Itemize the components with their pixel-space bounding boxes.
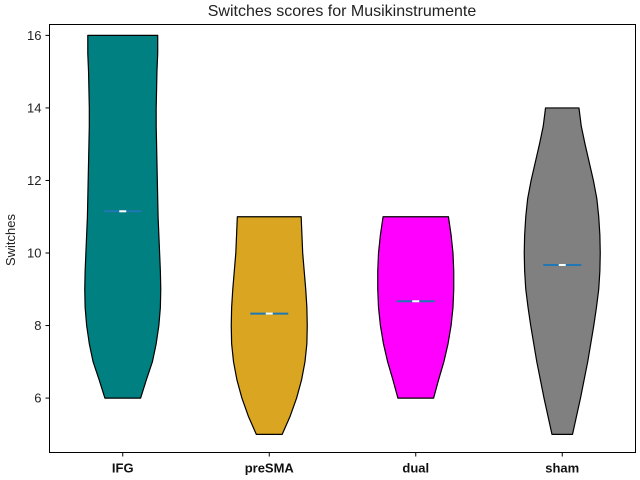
x-ticks: IFG preSMA dual sham — [112, 452, 579, 476]
x-tick-label-ifg: IFG — [112, 461, 134, 476]
violins-layer — [84, 34, 601, 435]
y-ticks: 6 8 10 12 14 16 — [27, 28, 50, 406]
y-tick-label: 10 — [27, 246, 41, 261]
y-axis-label: Switches — [3, 213, 18, 266]
x-tick-label-sham: sham — [545, 461, 579, 476]
plot-frame — [49, 24, 636, 453]
y-tick-label: 12 — [27, 173, 41, 188]
x-tick-label-dual: dual — [402, 461, 429, 476]
y-tick-label: 14 — [27, 100, 41, 115]
y-tick-label: 16 — [27, 28, 41, 43]
y-tick-label: 8 — [34, 318, 41, 333]
x-tick-label-presma: preSMA — [245, 461, 295, 476]
violin-sham — [523, 107, 601, 435]
y-tick-label: 6 — [34, 391, 41, 406]
violin-presma — [230, 216, 308, 435]
violin-ifg — [84, 34, 162, 399]
chart-title: Switches scores for Musikinstrumente — [208, 3, 477, 20]
violin-dual — [377, 216, 455, 399]
